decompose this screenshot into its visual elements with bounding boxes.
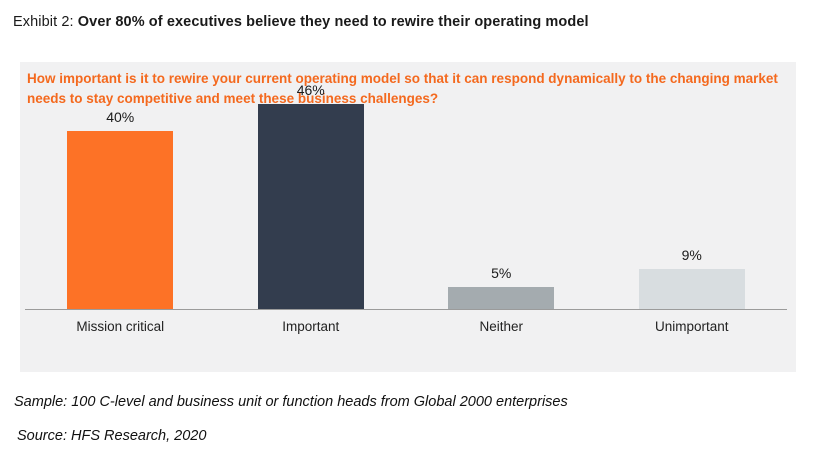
exhibit-title: Exhibit 2: Over 80% of executives believ… [13, 14, 589, 30]
category-label-neither: Neither [479, 319, 524, 334]
bar-unimportant [638, 269, 745, 309]
category-label-important: Important [282, 319, 340, 334]
bar-chart: 40% 46% 5% 9% Mission critical Im [25, 76, 787, 334]
bars-row: 40% 46% 5% 9% [25, 76, 787, 310]
category-label-unimportant: Unimportant [654, 319, 729, 334]
bar-neither [448, 287, 555, 309]
sample-footnote: Sample: 100 C-level and business unit or… [14, 394, 568, 410]
bar-group-mission-critical: 40% [25, 109, 216, 309]
bar-value-label: 9% [681, 247, 702, 263]
bar-group-neither: 5% [406, 265, 597, 309]
category-axis: Mission critical Important Neither Unimp… [25, 310, 787, 334]
bar-value-label: 46% [296, 82, 325, 98]
bar-value-label: 40% [106, 109, 135, 125]
bar-group-unimportant: 9% [597, 247, 788, 309]
chart-question: How important is it to rewire your curre… [27, 71, 778, 106]
category-label-mission-critical: Mission critical [76, 319, 165, 334]
exhibit-title-prefix: Exhibit 2: [13, 14, 78, 30]
bar-value-label: 5% [491, 265, 512, 281]
chart-panel: How important is it to rewire your curre… [20, 62, 796, 372]
source-footnote: Source: HFS Research, 2020 [17, 428, 207, 444]
bar-important [257, 104, 364, 309]
bar-mission-critical [67, 131, 174, 309]
bar-group-important: 46% [216, 82, 407, 309]
exhibit-title-main: Over 80% of executives believe they need… [77, 14, 589, 30]
